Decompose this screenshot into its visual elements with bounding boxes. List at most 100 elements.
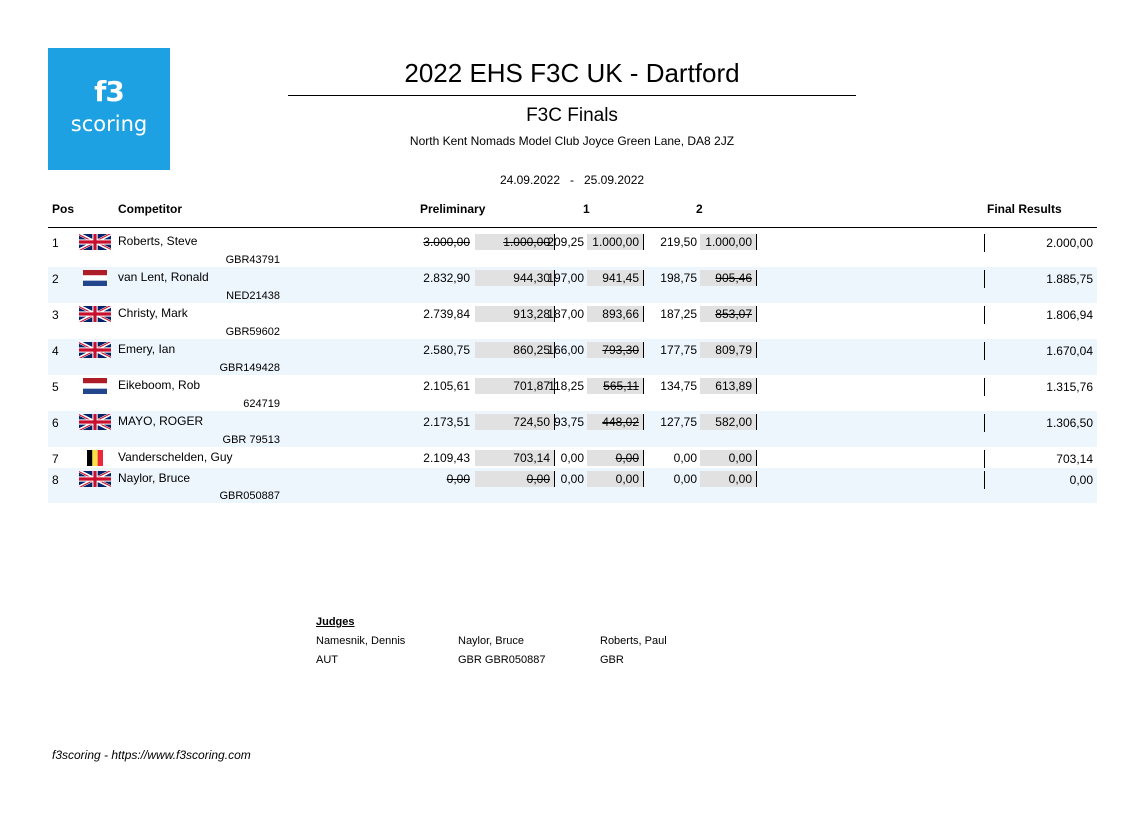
round-1-normalized: 565,11 xyxy=(587,378,644,394)
score-value: 1.000,00 xyxy=(592,235,639,249)
final-result: 1.806,94 xyxy=(1046,308,1093,322)
score-value: 448,02 xyxy=(602,415,639,429)
position: 4 xyxy=(52,344,59,358)
competitor-license: GBR43791 xyxy=(225,254,280,266)
preliminary-normalized: 913,28 xyxy=(475,306,555,322)
preliminary-normalized: 860,25 xyxy=(475,342,555,358)
final-result: 0,00 xyxy=(1069,473,1093,487)
round-1-normalized: 893,66 xyxy=(587,306,644,322)
preliminary-normalized: 0,00 xyxy=(475,471,555,487)
round-1-normalized: 448,02 xyxy=(587,414,644,430)
score-value: 2.173,51 xyxy=(423,415,470,429)
score-value: 944,30 xyxy=(513,271,550,285)
score-value: 0,00 xyxy=(615,472,639,486)
round-2-normalized: 0,00 xyxy=(700,471,757,487)
preliminary-normalized: 724,50 xyxy=(475,414,555,430)
judge-country: GBR xyxy=(600,654,624,666)
score-value: 0,00 xyxy=(560,472,584,486)
score-value: 941,45 xyxy=(602,271,639,285)
position: 8 xyxy=(52,473,59,487)
round-2-normalized: 1.000,00 xyxy=(700,234,757,250)
score-value: 209,25 xyxy=(547,235,584,249)
results-table: 1 Roberts, Steve GBR43791 3.000,00 1.000,00 2… xyxy=(48,231,1097,503)
score-value: 3.000,00 xyxy=(423,235,470,249)
score-value: 2.105,61 xyxy=(423,379,470,393)
title-underline xyxy=(288,95,856,96)
competitor-license: NED21438 xyxy=(226,290,280,302)
preliminary-score: 2.832,90 xyxy=(400,270,470,286)
competitor-name: van Lent, Ronald xyxy=(118,270,209,284)
preliminary-score: 2.580,75 xyxy=(400,342,470,358)
round-2-score: 198,75 xyxy=(627,270,697,286)
header-round-2: 2 xyxy=(696,202,703,216)
table-row: 1 Roberts, Steve GBR43791 3.000,00 1.000,00 2… xyxy=(48,231,1097,267)
f3scoring-logo: f3 scoring xyxy=(48,48,170,170)
score-value: 0,00 xyxy=(526,472,550,486)
position: 1 xyxy=(52,236,59,250)
preliminary-score: 3.000,00 xyxy=(400,234,470,250)
final-divider xyxy=(984,450,985,468)
preliminary-normalized: 703,14 xyxy=(475,450,555,466)
judge-country: AUT xyxy=(316,654,338,666)
preliminary-normalized: 701,87 xyxy=(475,378,555,394)
competitor-license: GBR050887 xyxy=(219,490,280,502)
judges-heading: Judges xyxy=(316,616,355,628)
score-value: 2.580,75 xyxy=(423,343,470,357)
position: 7 xyxy=(52,452,59,466)
header-final-results: Final Results xyxy=(987,202,1062,216)
score-value: 2.832,90 xyxy=(423,271,470,285)
competitor-license: GBR 79513 xyxy=(222,434,280,446)
event-dates: 24.09.2022-25.09.2022 xyxy=(288,173,856,188)
score-value: 198,75 xyxy=(660,271,697,285)
round-1-normalized: 793,30 xyxy=(587,342,644,358)
position: 3 xyxy=(52,308,59,322)
score-value: 809,79 xyxy=(715,343,752,357)
judge-name: Naylor, Bruce xyxy=(458,635,525,647)
uk-flag-icon xyxy=(78,304,112,324)
round-2-normalized: 853,07 xyxy=(700,306,757,322)
table-row: 3 Christy, Mark GBR59602 2.739,84 913,28 187,… xyxy=(48,303,1097,339)
table-row: 2 van Lent, Ronald NED21438 2.832,90 944,30 1… xyxy=(48,267,1097,303)
final-divider xyxy=(984,342,985,360)
final-result: 703,14 xyxy=(1056,452,1093,466)
competitor-name: Naylor, Bruce xyxy=(118,471,191,485)
judge-name: Namesnik, Dennis xyxy=(316,635,406,647)
round-1-normalized: 0,00 xyxy=(587,450,644,466)
round-1-normalized: 941,45 xyxy=(587,270,644,286)
score-value: 701,87 xyxy=(513,379,550,393)
score-value: 0,00 xyxy=(615,451,639,465)
header-divider xyxy=(48,227,1097,228)
round-2-score: 219,50 xyxy=(627,234,697,250)
round-2-normalized: 582,00 xyxy=(700,414,757,430)
score-value: 134,75 xyxy=(660,379,697,393)
preliminary-score: 2.173,51 xyxy=(400,414,470,430)
score-value: 565,11 xyxy=(603,379,639,393)
score-value: 893,66 xyxy=(602,307,639,321)
round-2-score: 0,00 xyxy=(627,471,697,487)
uk-flag-icon xyxy=(78,340,112,360)
competitor-name: Christy, Mark xyxy=(118,306,188,320)
final-divider xyxy=(984,234,985,252)
score-value: 2.739,84 xyxy=(423,307,470,321)
final-divider xyxy=(984,270,985,288)
score-value: 187,00 xyxy=(547,307,584,321)
competitor-license: GBR59602 xyxy=(225,326,280,338)
score-value: 197,00 xyxy=(547,271,584,285)
round-2-normalized: 613,89 xyxy=(700,378,757,394)
round-2-score: 187,25 xyxy=(627,306,697,322)
table-row: 8 Naylor, Bruce GBR050887 0,00 0,00 0,00 0,00 0… xyxy=(48,468,1097,503)
score-value: 177,75 xyxy=(660,343,697,357)
competitor-license: 624719 xyxy=(243,398,280,410)
score-value: 853,07 xyxy=(715,307,752,321)
round-2-normalized: 0,00 xyxy=(700,450,757,466)
header-pos: Pos xyxy=(52,202,75,216)
round-1-score: 118,25 xyxy=(514,378,584,394)
score-value: 1.000,00 xyxy=(705,235,752,249)
uk-flag-icon xyxy=(78,412,112,432)
final-result: 2.000,00 xyxy=(1046,236,1093,250)
position: 2 xyxy=(52,272,59,286)
header-round-1: 1 xyxy=(583,202,590,216)
belgium-flag-icon xyxy=(79,450,111,466)
competitor-name: Vanderschelden, Guy xyxy=(118,450,233,464)
score-value: 582,00 xyxy=(715,415,752,429)
